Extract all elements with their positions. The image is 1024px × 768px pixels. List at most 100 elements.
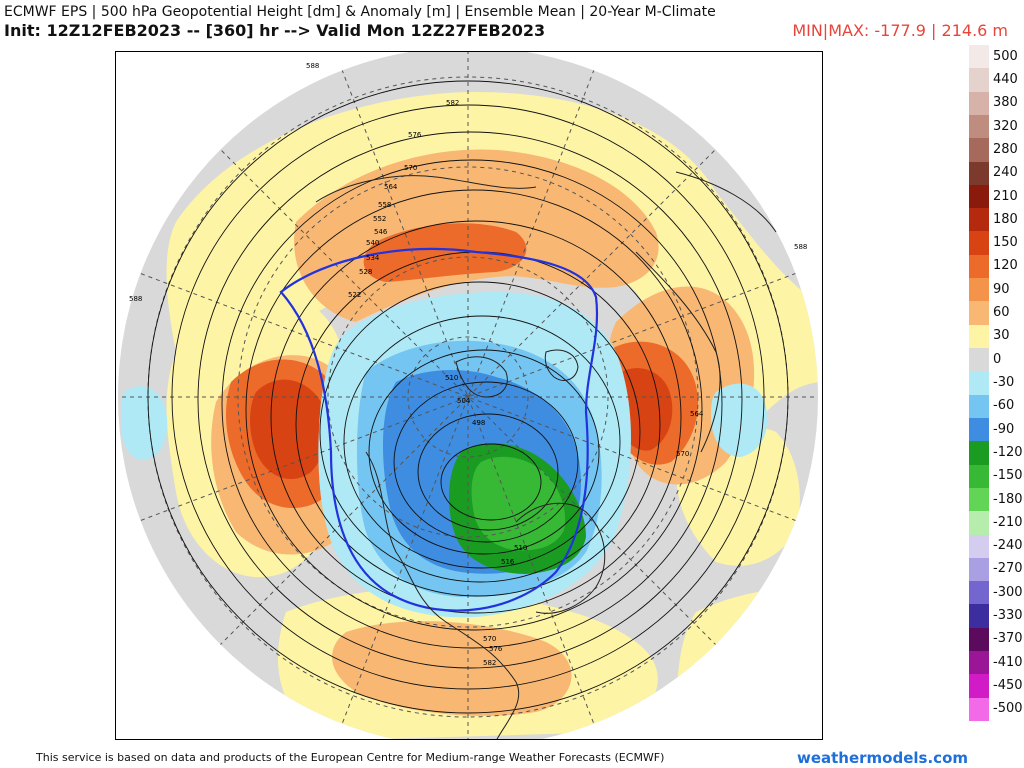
brand-link[interactable]: weathermodels.com <box>796 749 968 767</box>
anomaly-negative-west-weak <box>121 386 168 460</box>
contour-label: 564 <box>690 410 704 418</box>
minmax-readout: MIN|MAX: -177.9 | 214.6 m <box>792 21 1008 40</box>
colorbar-swatch <box>969 487 989 512</box>
polar-map: 588 582 576 570 564 558 552 546 540 534 … <box>115 51 823 740</box>
contour-label: 528 <box>359 268 372 276</box>
anomaly-colorbar: 500 440 380 320 280 240 210 180 150 120 90 60 30 0 -30… <box>969 45 1023 722</box>
colorbar-label: 180 <box>993 211 1018 227</box>
contour-label: 504 <box>457 397 471 405</box>
colorbar-swatch <box>969 441 989 466</box>
colorbar-label: 500 <box>993 48 1018 64</box>
colorbar-label: -120 <box>993 444 1023 460</box>
colorbar-label: 380 <box>993 95 1018 111</box>
coastlines <box>315 171 777 739</box>
colorbar-label: -450 <box>993 678 1023 694</box>
colorbar-label: 120 <box>993 258 1018 274</box>
colorbar-label: 30 <box>993 328 1010 344</box>
colorbar-label: 60 <box>993 305 1010 321</box>
colorbar-label: 240 <box>993 165 1018 181</box>
contour-label: 534 <box>366 254 380 262</box>
contour-label: 510 <box>445 374 458 382</box>
colorbar-label: -150 <box>993 468 1023 484</box>
colorbar-swatch <box>969 91 989 116</box>
contour-label: 522 <box>348 291 361 299</box>
contour-label: 576 <box>489 645 503 653</box>
colorbar-swatch <box>969 557 989 582</box>
colorbar-label: 320 <box>993 118 1018 134</box>
colorbar-swatch <box>969 138 989 163</box>
contour-label: 582 <box>483 659 496 667</box>
colorbar-label: -60 <box>993 398 1015 414</box>
colorbar-label: -330 <box>993 608 1023 624</box>
contour-label: 540 <box>366 239 379 247</box>
colorbar-swatch <box>969 511 989 535</box>
colorbar-label: 280 <box>993 141 1018 157</box>
contour-label: 588 <box>794 243 807 251</box>
colorbar-swatch <box>969 627 989 652</box>
colorbar-swatch <box>969 651 989 675</box>
colorbar-swatch <box>969 68 989 93</box>
anomaly-negative-extreme <box>471 456 566 551</box>
colorbar-label: -210 <box>993 514 1023 530</box>
contour-label: 570 <box>676 450 689 458</box>
colorbar-label: 210 <box>993 188 1018 204</box>
footer-credit: This service is based on data and produc… <box>36 751 665 764</box>
colorbar-label: -300 <box>993 584 1023 600</box>
colorbar-label: 440 <box>993 71 1018 87</box>
colorbar-label: -500 <box>993 701 1023 717</box>
colorbar-swatch <box>969 697 989 722</box>
anomaly-positive-strong-north <box>363 223 527 282</box>
chart-title-line1: ECMWF EPS | 500 hPa Geopotential Height … <box>4 4 716 20</box>
contour-label: 570 <box>483 635 496 643</box>
colorbar-label: -90 <box>993 421 1015 437</box>
map-canvas: 588 582 576 570 564 558 552 546 540 534 … <box>118 52 818 739</box>
colorbar-swatch <box>969 208 989 232</box>
contour-label: 552 <box>373 215 386 223</box>
colorbar-label: 150 <box>993 235 1018 251</box>
colorbar-swatch <box>969 278 989 302</box>
colorbar-label: -30 <box>993 375 1015 390</box>
contour-540-highlight <box>279 247 599 612</box>
colorbar-label: -240 <box>993 538 1023 554</box>
anomaly-positive-max-west <box>250 379 327 480</box>
contour-label: 564 <box>384 183 398 191</box>
contour-label: 570 <box>404 164 417 172</box>
contour-label: 588 <box>129 295 142 303</box>
colorbar-label: -180 <box>993 491 1023 507</box>
contour-label: 558 <box>378 201 391 209</box>
colorbar-swatch <box>969 604 989 629</box>
colorbar-swatch <box>969 324 989 349</box>
colorbar-swatch <box>969 464 989 489</box>
colorbar-swatch <box>969 534 989 559</box>
colorbar-label: -270 <box>993 561 1023 577</box>
colorbar-label: -410 <box>993 654 1023 670</box>
colorbar-label: -370 <box>993 631 1023 647</box>
contour-label: 510 <box>514 544 527 552</box>
colorbar-swatch <box>969 254 989 279</box>
colorbar-swatch <box>969 581 989 605</box>
contour-labels: 588 582 576 570 564 558 552 546 540 534 … <box>129 62 807 667</box>
colorbar-swatch <box>969 114 989 139</box>
contour-label: 588 <box>306 62 319 70</box>
height-contours <box>147 80 789 714</box>
colorbar-swatch <box>969 184 989 209</box>
colorbar-swatch <box>969 301 989 326</box>
colorbar-swatch <box>969 394 989 419</box>
colorbar-swatch <box>969 417 989 442</box>
contour-label: 576 <box>408 131 422 139</box>
contour-label: 516 <box>501 558 515 566</box>
colorbar-swatch <box>969 348 989 372</box>
colorbar-swatch <box>969 371 989 396</box>
contour-label: 582 <box>446 99 459 107</box>
contour-label: 498 <box>472 419 485 427</box>
anomaly-negative-east-weak <box>711 383 768 457</box>
colorbar-swatch <box>969 45 989 69</box>
contour-label: 546 <box>374 228 388 236</box>
colorbar-swatch <box>969 231 989 256</box>
colorbar-label: 90 <box>993 281 1010 297</box>
colorbar-label: 0 <box>993 351 1002 367</box>
anomaly-positive-weak-north <box>166 92 818 472</box>
colorbar-swatch <box>969 161 989 186</box>
colorbar-swatch <box>969 674 989 699</box>
chart-title-line2: Init: 12Z12FEB2023 -- [360] hr --> Valid… <box>4 21 546 40</box>
